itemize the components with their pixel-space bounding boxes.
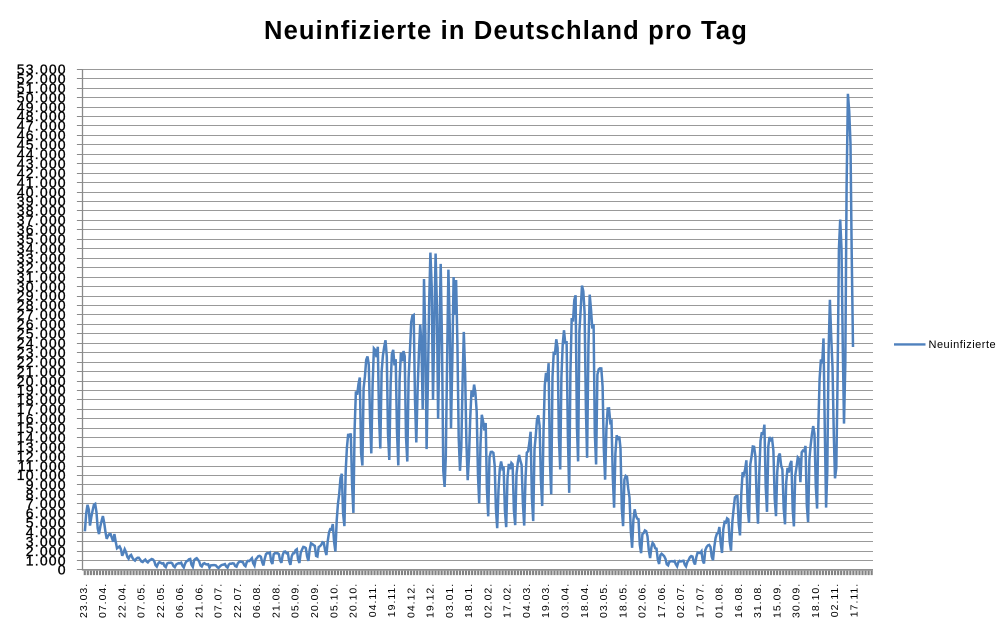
svg-text:35.000: 35.000	[17, 231, 67, 247]
svg-text:04.03.: 04.03.	[521, 583, 533, 618]
svg-text:39.000: 39.000	[17, 193, 67, 209]
svg-text:50.000: 50.000	[17, 89, 67, 105]
svg-text:3.000: 3.000	[26, 533, 67, 549]
svg-text:2.000: 2.000	[26, 543, 67, 559]
svg-text:49.000: 49.000	[17, 99, 67, 115]
svg-text:16.08.: 16.08.	[733, 583, 745, 618]
svg-text:28.000: 28.000	[17, 297, 67, 313]
svg-text:24.000: 24.000	[17, 335, 67, 351]
svg-text:06.08.: 06.08.	[251, 583, 263, 618]
svg-text:18.10.: 18.10.	[810, 583, 822, 618]
svg-text:30.09.: 30.09.	[791, 583, 803, 618]
svg-text:33.000: 33.000	[17, 250, 67, 266]
svg-text:22.07.: 22.07.	[232, 583, 244, 618]
svg-text:04.11.: 04.11.	[367, 583, 379, 617]
svg-text:17.000: 17.000	[17, 401, 67, 417]
svg-text:1.000: 1.000	[26, 552, 67, 568]
svg-text:02.07.: 02.07.	[675, 583, 687, 618]
svg-text:26.000: 26.000	[17, 316, 67, 332]
svg-text:51.000: 51.000	[17, 80, 67, 96]
svg-text:05.10.: 05.10.	[328, 583, 340, 618]
svg-text:46.000: 46.000	[17, 127, 67, 143]
svg-text:6.000: 6.000	[26, 505, 67, 521]
svg-text:23.03.: 23.03.	[78, 583, 90, 618]
svg-text:18.01.: 18.01.	[463, 583, 475, 618]
svg-text:21.08.: 21.08.	[271, 583, 283, 618]
svg-text:4.000: 4.000	[26, 524, 67, 540]
svg-text:22.04.: 22.04.	[116, 583, 128, 618]
svg-text:20.09.: 20.09.	[309, 583, 321, 618]
svg-text:7.000: 7.000	[26, 496, 67, 512]
svg-text:9.000: 9.000	[26, 477, 67, 493]
svg-text:8.000: 8.000	[26, 486, 67, 502]
svg-text:03.04.: 03.04.	[560, 583, 572, 618]
svg-text:01.08.: 01.08.	[714, 583, 726, 618]
svg-text:22.05.: 22.05.	[155, 583, 167, 618]
svg-text:0: 0	[58, 562, 67, 578]
svg-text:Neuinfizierte: Neuinfizierte	[929, 339, 997, 351]
svg-text:05.09.: 05.09.	[290, 583, 302, 618]
svg-text:38.000: 38.000	[17, 203, 67, 219]
svg-text:18.04.: 18.04.	[579, 583, 591, 618]
svg-text:02.06.: 02.06.	[637, 583, 649, 618]
svg-text:19.000: 19.000	[17, 382, 67, 398]
svg-text:19.03.: 19.03.	[540, 583, 552, 618]
svg-text:03.05.: 03.05.	[598, 583, 610, 618]
svg-text:23.000: 23.000	[17, 344, 67, 360]
svg-text:Neuinfizierte in Deutschland p: Neuinfizierte in Deutschland pro Tag	[264, 17, 748, 45]
svg-text:16.000: 16.000	[17, 411, 67, 427]
svg-text:06.06.: 06.06.	[174, 583, 186, 618]
svg-text:22.000: 22.000	[17, 354, 67, 370]
svg-text:13.000: 13.000	[17, 439, 67, 455]
svg-text:36.000: 36.000	[17, 222, 67, 238]
svg-text:04.12.: 04.12.	[405, 583, 417, 618]
svg-text:31.08.: 31.08.	[752, 583, 764, 618]
svg-text:30.000: 30.000	[17, 278, 67, 294]
svg-text:20.000: 20.000	[17, 373, 67, 389]
svg-text:17.02.: 17.02.	[502, 583, 514, 618]
svg-text:02.02.: 02.02.	[482, 583, 494, 618]
svg-text:11.000: 11.000	[18, 458, 67, 474]
svg-text:17.06.: 17.06.	[656, 583, 668, 618]
svg-text:14.000: 14.000	[17, 429, 67, 445]
svg-text:37.000: 37.000	[17, 212, 67, 228]
svg-text:20.10.: 20.10.	[348, 583, 360, 618]
svg-text:41.000: 41.000	[17, 174, 67, 190]
svg-text:17.11.: 17.11.	[849, 583, 861, 617]
svg-text:31.000: 31.000	[17, 269, 67, 285]
svg-text:25.000: 25.000	[17, 326, 67, 342]
svg-text:34.000: 34.000	[17, 241, 67, 257]
svg-text:21.06.: 21.06.	[193, 583, 205, 618]
svg-text:15.09.: 15.09.	[771, 583, 783, 618]
svg-text:12.000: 12.000	[17, 448, 67, 464]
svg-text:5.000: 5.000	[26, 515, 67, 531]
svg-text:18.000: 18.000	[17, 392, 67, 408]
svg-text:10.000: 10.000	[17, 467, 67, 483]
svg-text:03.01.: 03.01.	[444, 583, 456, 618]
svg-text:32.000: 32.000	[17, 259, 67, 275]
svg-text:02.11.: 02.11.	[829, 583, 841, 617]
svg-text:07.04.: 07.04.	[97, 583, 109, 618]
svg-text:43.000: 43.000	[17, 156, 67, 172]
svg-text:07.07.: 07.07.	[213, 583, 225, 618]
svg-text:53.000: 53.000	[17, 61, 67, 77]
svg-text:40.000: 40.000	[17, 184, 67, 200]
svg-text:07.05.: 07.05.	[136, 583, 148, 618]
svg-text:17.07.: 17.07.	[694, 583, 706, 618]
svg-text:47.000: 47.000	[17, 118, 67, 134]
svg-text:52.000: 52.000	[17, 70, 67, 86]
svg-text:48.000: 48.000	[17, 108, 67, 124]
svg-text:44.000: 44.000	[17, 146, 67, 162]
svg-text:27.000: 27.000	[17, 307, 67, 323]
svg-text:19.11.: 19.11.	[386, 583, 398, 617]
svg-text:21.000: 21.000	[17, 363, 67, 379]
svg-text:29.000: 29.000	[17, 288, 67, 304]
svg-text:18.05.: 18.05.	[617, 583, 629, 618]
svg-text:42.000: 42.000	[17, 165, 67, 181]
svg-text:15.000: 15.000	[17, 420, 67, 436]
svg-text:45.000: 45.000	[17, 137, 67, 153]
svg-text:19.12.: 19.12.	[425, 583, 437, 618]
